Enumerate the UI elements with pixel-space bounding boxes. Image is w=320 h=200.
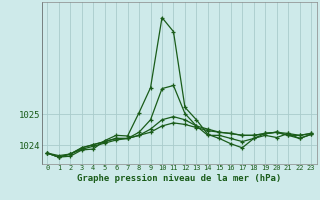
X-axis label: Graphe pression niveau de la mer (hPa): Graphe pression niveau de la mer (hPa) — [77, 174, 281, 183]
